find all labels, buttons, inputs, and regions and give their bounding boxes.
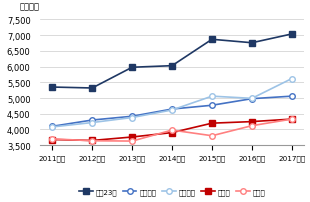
東京23区 (210, 39, 214, 41)
神奈川県 (51, 126, 54, 128)
東京23区 (170, 65, 174, 67)
東京都下 (250, 98, 254, 100)
埼玉県 (290, 118, 294, 121)
神奈川県 (170, 109, 174, 112)
千葉県 (130, 140, 134, 143)
埼玉県 (170, 132, 174, 134)
Text: （万円）: （万円） (19, 3, 39, 12)
埼玉県 (250, 121, 254, 123)
東京都下 (170, 108, 174, 111)
東京都下 (90, 119, 94, 122)
埼玉県 (130, 136, 134, 139)
神奈川県 (90, 122, 94, 124)
埼玉県 (210, 122, 214, 125)
埼玉県 (51, 139, 54, 141)
東京都下 (130, 116, 134, 118)
東京23区 (290, 34, 294, 36)
東京都下 (51, 125, 54, 128)
東京23区 (90, 87, 94, 90)
千葉県 (250, 125, 254, 127)
東京都下 (210, 104, 214, 107)
東京23区 (51, 86, 54, 89)
Line: 東京都下: 東京都下 (50, 94, 294, 129)
埼玉県 (90, 140, 94, 142)
神奈川県 (210, 96, 214, 98)
千葉県 (170, 129, 174, 132)
神奈川県 (290, 78, 294, 80)
千葉県 (90, 140, 94, 142)
Line: 千葉県: 千葉県 (50, 117, 294, 144)
東京23区 (250, 42, 254, 45)
千葉県 (210, 135, 214, 137)
Line: 神奈川県: 神奈川県 (50, 76, 294, 130)
千葉県 (290, 118, 294, 121)
神奈川県 (130, 117, 134, 119)
東京23区 (130, 67, 134, 69)
神奈川県 (250, 98, 254, 100)
千葉県 (51, 138, 54, 140)
Line: 東京23区: 東京23区 (50, 32, 294, 91)
東京都下 (290, 96, 294, 98)
Line: 埼玉県: 埼玉県 (50, 117, 294, 143)
Legend: 東京23区, 東京都下, 神奈川県, 埼玉県, 千葉県: 東京23区, 東京都下, 神奈川県, 埼玉県, 千葉県 (76, 186, 268, 198)
